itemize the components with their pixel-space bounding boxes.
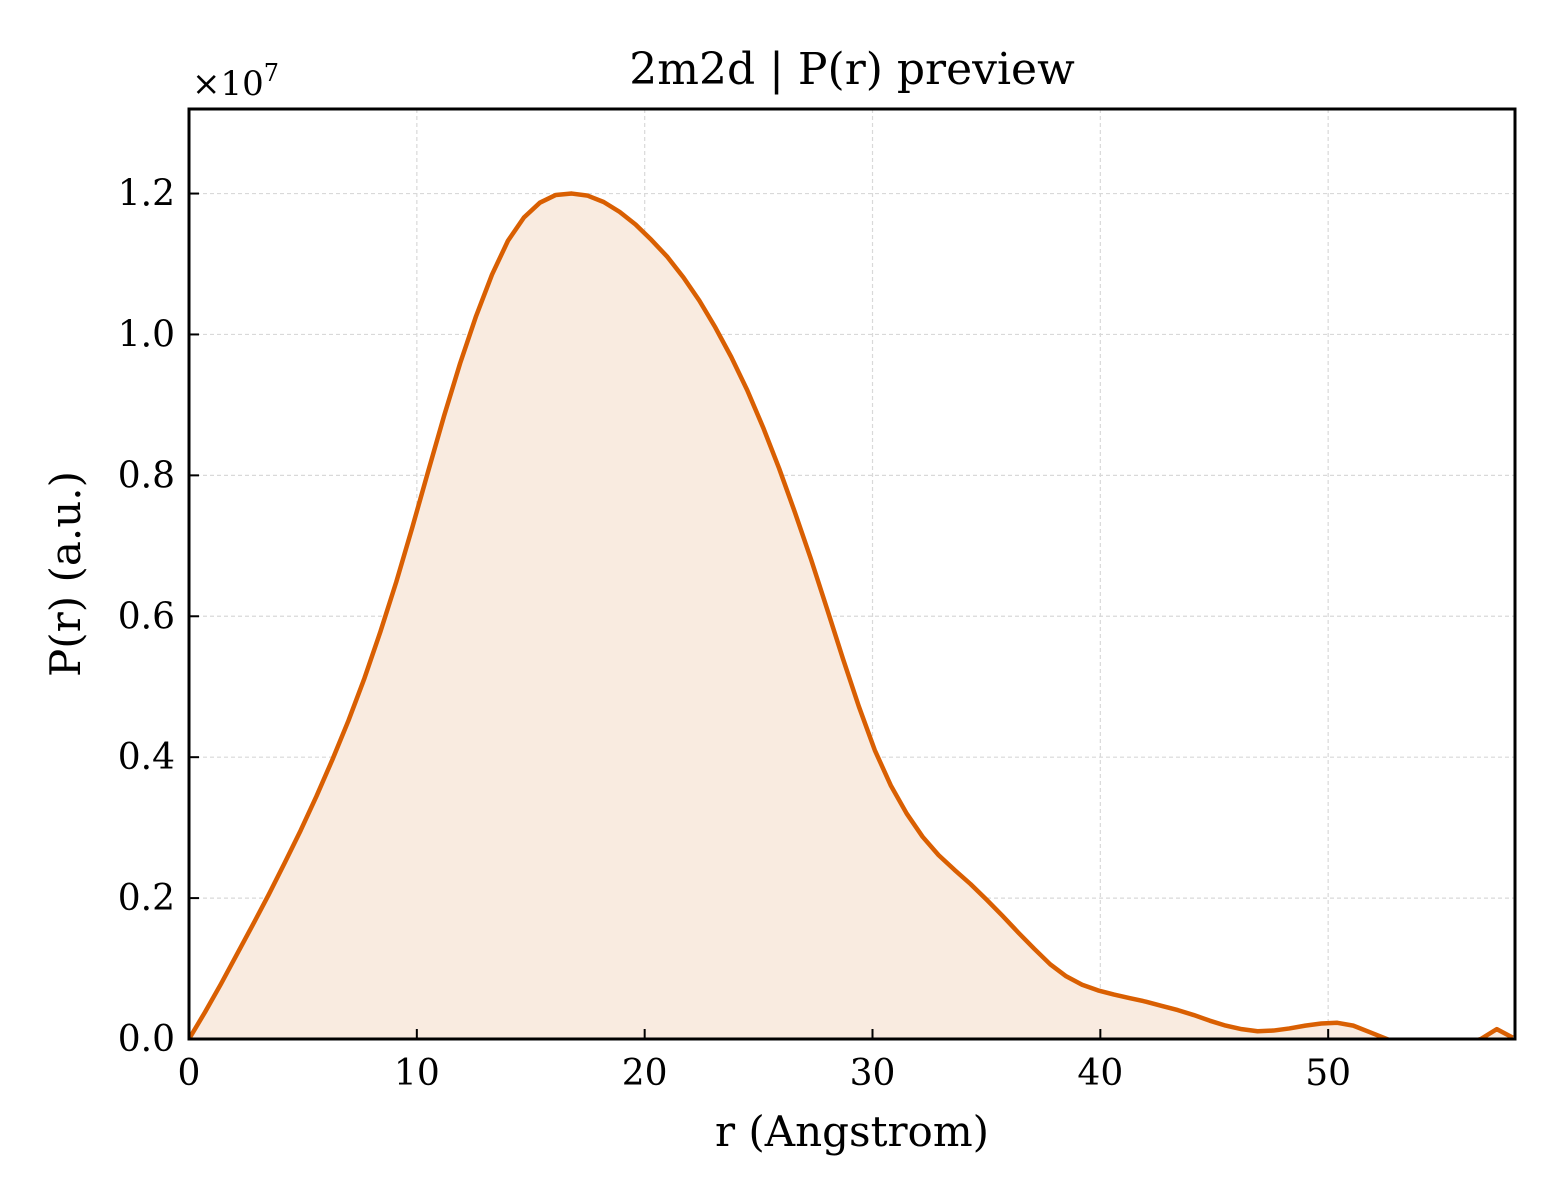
y-tick-labels: 0.0 0.2 0.4 0.6 0.8 1.0 1.2 — [118, 174, 175, 1060]
y-tick-label: 0.4 — [118, 737, 175, 778]
x-tick-label: 50 — [1305, 1053, 1351, 1094]
area-fill — [189, 193, 1513, 1039]
x-tick-label: 0 — [178, 1053, 201, 1094]
y-multiplier-exponent: 7 — [264, 59, 279, 87]
y-tick-label: 1.0 — [118, 314, 175, 355]
x-tick-label: 20 — [622, 1053, 668, 1094]
x-axis-label: r (Angstrom) — [715, 1107, 989, 1156]
axes-frame — [187, 107, 1517, 1041]
x-tick-label: 10 — [394, 1053, 440, 1094]
x-tick-label: 40 — [1077, 1053, 1123, 1094]
y-tick-label: 0.0 — [118, 1019, 175, 1060]
x-tick-labels: 0 10 20 30 40 50 — [178, 1053, 1352, 1094]
y-tick-label: 1.2 — [118, 174, 175, 215]
series-line — [189, 191, 1514, 1039]
y-tick-label: 0.2 — [118, 878, 175, 919]
y-axis-label: P(r) (a.u.) — [41, 471, 90, 677]
y-tick-label: 0.8 — [118, 455, 175, 496]
x-tick-label: 30 — [850, 1053, 896, 1094]
y-multiplier: ×107 — [192, 59, 279, 104]
y-tick-label: 0.6 — [118, 596, 175, 637]
y-multiplier-base: ×10 — [192, 64, 264, 104]
chart-title: 2m2d | P(r) preview — [629, 44, 1075, 95]
